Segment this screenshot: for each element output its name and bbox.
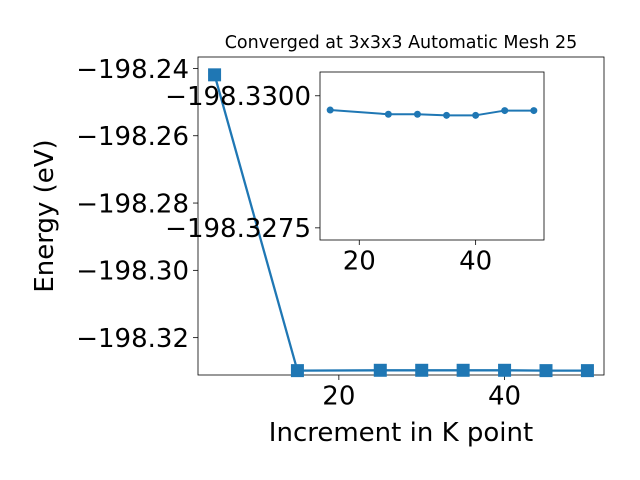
inset-x-tick-label: 40 bbox=[459, 247, 492, 277]
main-y-tick-label: −198.24 bbox=[76, 55, 189, 85]
main-series bbox=[208, 68, 594, 378]
inset-x-tick-label: 20 bbox=[343, 247, 376, 277]
inset-data-point bbox=[443, 111, 451, 119]
main-y-ticks: −198.32 −198.30 −198.28 −198.26 −198.24 bbox=[76, 55, 198, 354]
main-data-point bbox=[415, 363, 429, 377]
inset-y-tick-label: −198.3275 bbox=[165, 214, 311, 244]
main-y-tick-label: −198.26 bbox=[76, 122, 189, 152]
y-axis-label: Energy (eV) bbox=[30, 139, 60, 292]
main-data-point bbox=[580, 364, 594, 378]
main-series-line bbox=[213, 74, 588, 372]
inset-data-point bbox=[530, 107, 538, 115]
inset-data-point bbox=[384, 110, 392, 118]
main-x-ticks: 20 40 bbox=[322, 375, 521, 412]
inset-series bbox=[326, 106, 538, 119]
x-axis-label: Increment in K point bbox=[269, 418, 533, 448]
inset-data-point bbox=[472, 111, 480, 119]
main-data-point bbox=[539, 364, 553, 378]
main-data-point bbox=[456, 363, 470, 377]
main-data-point bbox=[208, 68, 222, 82]
main-y-tick-label: −198.30 bbox=[76, 257, 189, 287]
inset-axes-frame bbox=[319, 71, 545, 241]
main-data-point bbox=[498, 363, 512, 377]
main-data-point bbox=[373, 363, 387, 377]
main-x-tick-label: 20 bbox=[322, 382, 355, 412]
inset-data-point bbox=[501, 107, 509, 115]
inset-y-ticks: −198.3275 −198.3300 bbox=[165, 82, 320, 244]
chart-title: Converged at 3x3x3 Automatic Mesh 25 bbox=[225, 33, 578, 53]
main-y-tick-label: −198.32 bbox=[76, 324, 189, 354]
main-y-tick-label: −198.28 bbox=[76, 189, 189, 219]
inset-x-ticks: 20 40 bbox=[343, 240, 492, 277]
inset-y-tick-label: −198.3300 bbox=[165, 82, 311, 112]
inset-plot: −198.3275−198.3300 20 40 bbox=[165, 71, 545, 277]
inset-data-point bbox=[326, 106, 334, 114]
inset-data-point bbox=[413, 110, 421, 118]
main-data-point bbox=[290, 364, 304, 378]
main-x-tick-label: 40 bbox=[488, 382, 521, 412]
